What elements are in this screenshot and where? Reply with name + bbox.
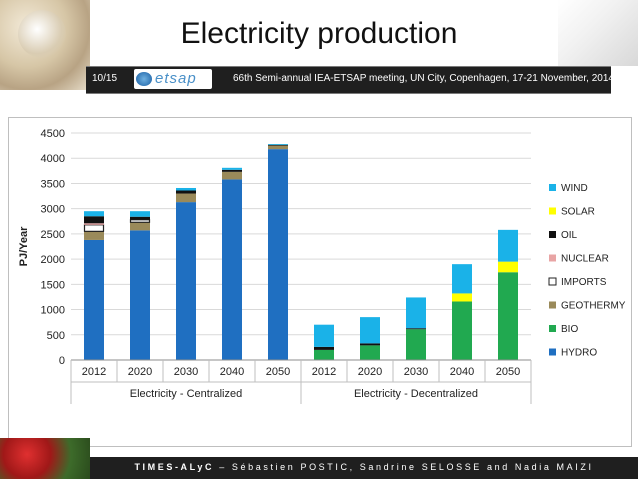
legend-swatch-oil xyxy=(549,231,556,238)
slide-title: Electricity production xyxy=(180,17,458,50)
y-tick-label: 2500 xyxy=(41,229,65,241)
bar-wind-1 xyxy=(84,211,104,217)
group-label: Electricity - Centralized xyxy=(130,388,242,400)
bar-wind-8 xyxy=(406,297,426,329)
legend-label-solar: SOLAR xyxy=(561,207,595,218)
x-tick-label: 2020 xyxy=(128,366,152,378)
bar-wind-10 xyxy=(498,229,518,262)
x-tick-label: 2030 xyxy=(174,366,198,378)
legend-label-hydro: HYDRO xyxy=(561,348,597,359)
legend-swatch-hydro xyxy=(549,348,556,356)
bar-wind-7 xyxy=(360,317,380,344)
bar-bio-8 xyxy=(406,329,426,360)
bar-hydro-2 xyxy=(130,230,150,360)
legend-label-imports: IMPORTS xyxy=(561,277,607,288)
footer-brand: TIMES-ALyC xyxy=(134,462,215,472)
y-tick-label: 4500 xyxy=(41,128,65,140)
legend-swatch-solar xyxy=(549,207,556,215)
y-tick-label: 3500 xyxy=(41,178,65,190)
bar-hydro-4 xyxy=(222,179,242,360)
etsap-logo: etsap xyxy=(134,69,212,89)
bar-oil-4 xyxy=(222,169,242,172)
y-tick-label: 1500 xyxy=(41,279,65,291)
bar-wind-4 xyxy=(222,167,242,170)
stacked-bar-chart: 0 500 1000 1500 2000 2500 3000 3500 4000 4500 PJ/Y… xyxy=(18,128,626,404)
legend-label-bio: BIO xyxy=(561,324,578,335)
y-tick-label: 1000 xyxy=(41,305,65,317)
legend-swatch-nuclear xyxy=(549,254,556,262)
bar-hydro-3 xyxy=(176,202,196,360)
x-tick-label: 2040 xyxy=(450,366,474,378)
legend-label-nuclear: NUCLEAR xyxy=(561,254,609,265)
y-tick-label: 3000 xyxy=(41,204,65,216)
bar-wind-5 xyxy=(268,144,288,145)
x-tick-label: 2012 xyxy=(82,366,106,378)
bar-solar-10 xyxy=(498,261,518,273)
slide-decoration-image xyxy=(0,0,90,90)
globe-icon xyxy=(136,72,152,86)
bar-oil-7 xyxy=(360,343,380,346)
bar-bio-7 xyxy=(360,345,380,360)
footer-flower-image xyxy=(0,438,90,479)
bar-wind-3 xyxy=(176,187,196,191)
bar-geothermy-4 xyxy=(222,171,242,180)
legend-label-wind: WIND xyxy=(561,183,588,194)
y-tick-label: 4000 xyxy=(41,153,65,165)
bar-geothermy-5 xyxy=(268,145,288,150)
bar-oil-8 xyxy=(406,328,426,330)
footer-bar xyxy=(90,457,638,479)
x-tick-label: 2020 xyxy=(358,366,382,378)
bar-wind-2 xyxy=(130,211,150,217)
bar-bio-6 xyxy=(314,349,334,360)
bar-oil-3 xyxy=(176,190,196,194)
y-tick-label: 2000 xyxy=(41,254,65,266)
bar-imports-1 xyxy=(83,224,105,232)
bar-geothermy-3 xyxy=(176,193,196,203)
bar-oil-5 xyxy=(268,144,288,146)
x-tick-label: 2040 xyxy=(220,366,244,378)
footer-authors: – Sébastien POSTIC, Sandrine SELOSSE and… xyxy=(214,462,594,472)
bar-nuclear-1 xyxy=(84,223,104,225)
bar-hydro-1 xyxy=(84,239,104,360)
bar-oil-2 xyxy=(130,216,150,220)
legend-swatch-imports xyxy=(548,277,557,286)
y-tick-label: 500 xyxy=(47,330,65,342)
bar-oil-6 xyxy=(314,346,334,350)
bar-geothermy-1 xyxy=(84,231,104,240)
bar-geothermy-2 xyxy=(130,222,150,231)
bar-bio-9 xyxy=(452,301,472,360)
bar-bio-10 xyxy=(498,272,518,360)
legend-swatch-bio xyxy=(549,325,556,332)
legend-swatch-geothermy xyxy=(549,301,556,309)
y-tick-label: 0 xyxy=(59,355,65,367)
x-tick-label: 2012 xyxy=(312,366,336,378)
chart-container: 0 500 1000 1500 2000 2500 3000 3500 4000 4500 PJ/Y… xyxy=(8,117,632,447)
x-tick-label: 2050 xyxy=(266,366,290,378)
slide-number: 10/15 xyxy=(92,73,118,84)
x-tick-label: 2050 xyxy=(496,366,520,378)
bar-solar-9 xyxy=(452,293,472,302)
legend-swatch-wind xyxy=(549,184,556,191)
bar-wind-6 xyxy=(314,324,334,347)
footer-credits: TIMES-ALyC – Sébastien POSTIC, Sandrine … xyxy=(90,462,638,472)
bar-imports-2 xyxy=(129,219,151,223)
group-label: Electricity - Decentralized xyxy=(354,388,478,400)
logo-text: etsap xyxy=(155,70,197,87)
bar-hydro-5 xyxy=(268,149,288,360)
legend-label-oil: OIL xyxy=(561,230,578,241)
legend-label-geothermy: GEOTHERMY xyxy=(561,301,626,312)
x-tick-label: 2030 xyxy=(404,366,428,378)
bar-wind-9 xyxy=(452,264,472,294)
meeting-info: 66th Semi-annual IEA-ETSAP meeting, UN C… xyxy=(233,73,614,84)
y-axis-label: PJ/Year xyxy=(18,226,30,266)
bar-oil-1 xyxy=(84,216,104,224)
slide-corner-decoration xyxy=(558,0,638,66)
